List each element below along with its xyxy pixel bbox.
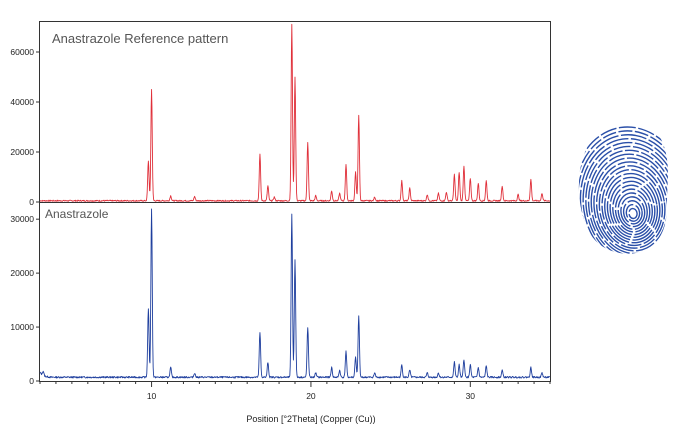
- fingerprint-ridge: [625, 203, 641, 222]
- fingerprint-ridge: [617, 192, 648, 230]
- y-tick-label: 20000: [10, 268, 34, 278]
- reference-panel-frame: [39, 21, 551, 203]
- fingerprint-icon: [578, 126, 668, 254]
- y-tick-label: 40000: [10, 97, 34, 107]
- sample-pattern-series-line: [39, 208, 551, 379]
- y-tick-label: 60000: [10, 47, 34, 57]
- x-tick-label: 30: [466, 391, 476, 401]
- fingerprint-ridge: [578, 126, 668, 254]
- fingerprint-ridge: [582, 141, 668, 254]
- fingerprint-ridge: [604, 172, 661, 244]
- reference-pattern-series-line: [39, 23, 551, 202]
- x-tick-label: 20: [306, 391, 316, 401]
- fingerprint-ridge: [585, 145, 668, 254]
- y-tick-label: 0: [29, 376, 34, 386]
- fingerprint-ridge: [590, 153, 668, 254]
- sample-y-axis: 0 10000 20000 30000: [10, 214, 40, 386]
- fingerprint-ridge: [620, 196, 646, 228]
- y-tick-label: 0: [29, 197, 34, 207]
- x-tick-label: 10: [147, 391, 157, 401]
- reference-panel-title: Anastrazole Reference pattern: [52, 31, 228, 46]
- sample-panel-title: Anastrazole: [45, 207, 109, 221]
- y-tick-label: 10000: [10, 322, 34, 332]
- sample-pattern-panel: Anastrazole 0 10000 20000 30000: [10, 202, 551, 386]
- fingerprint-ridge: [609, 180, 656, 239]
- fingerprint-ridge: [614, 188, 651, 233]
- x-axis-title: Position [°2Theta] (Copper (Cu)): [246, 414, 375, 424]
- fingerprint-ridge: [628, 207, 638, 220]
- fingerprint-ridge: [578, 130, 668, 254]
- reference-y-axis: 0 20000 40000 60000: [10, 47, 40, 207]
- y-tick-label: 20000: [10, 147, 34, 157]
- y-tick-label: 30000: [10, 214, 34, 224]
- reference-pattern-panel: Anastrazole Reference pattern 0 20000 4000…: [10, 21, 551, 207]
- fingerprint-ridge: [606, 176, 659, 241]
- fingerprint-ridge: [587, 149, 668, 254]
- fingerprint-ridge: [578, 134, 668, 254]
- x-axis: 10 20 30: [39, 381, 551, 401]
- sample-panel-frame: [39, 202, 551, 382]
- fingerprint-ridge: [601, 169, 664, 247]
- fingerprint-ridge: [612, 184, 653, 236]
